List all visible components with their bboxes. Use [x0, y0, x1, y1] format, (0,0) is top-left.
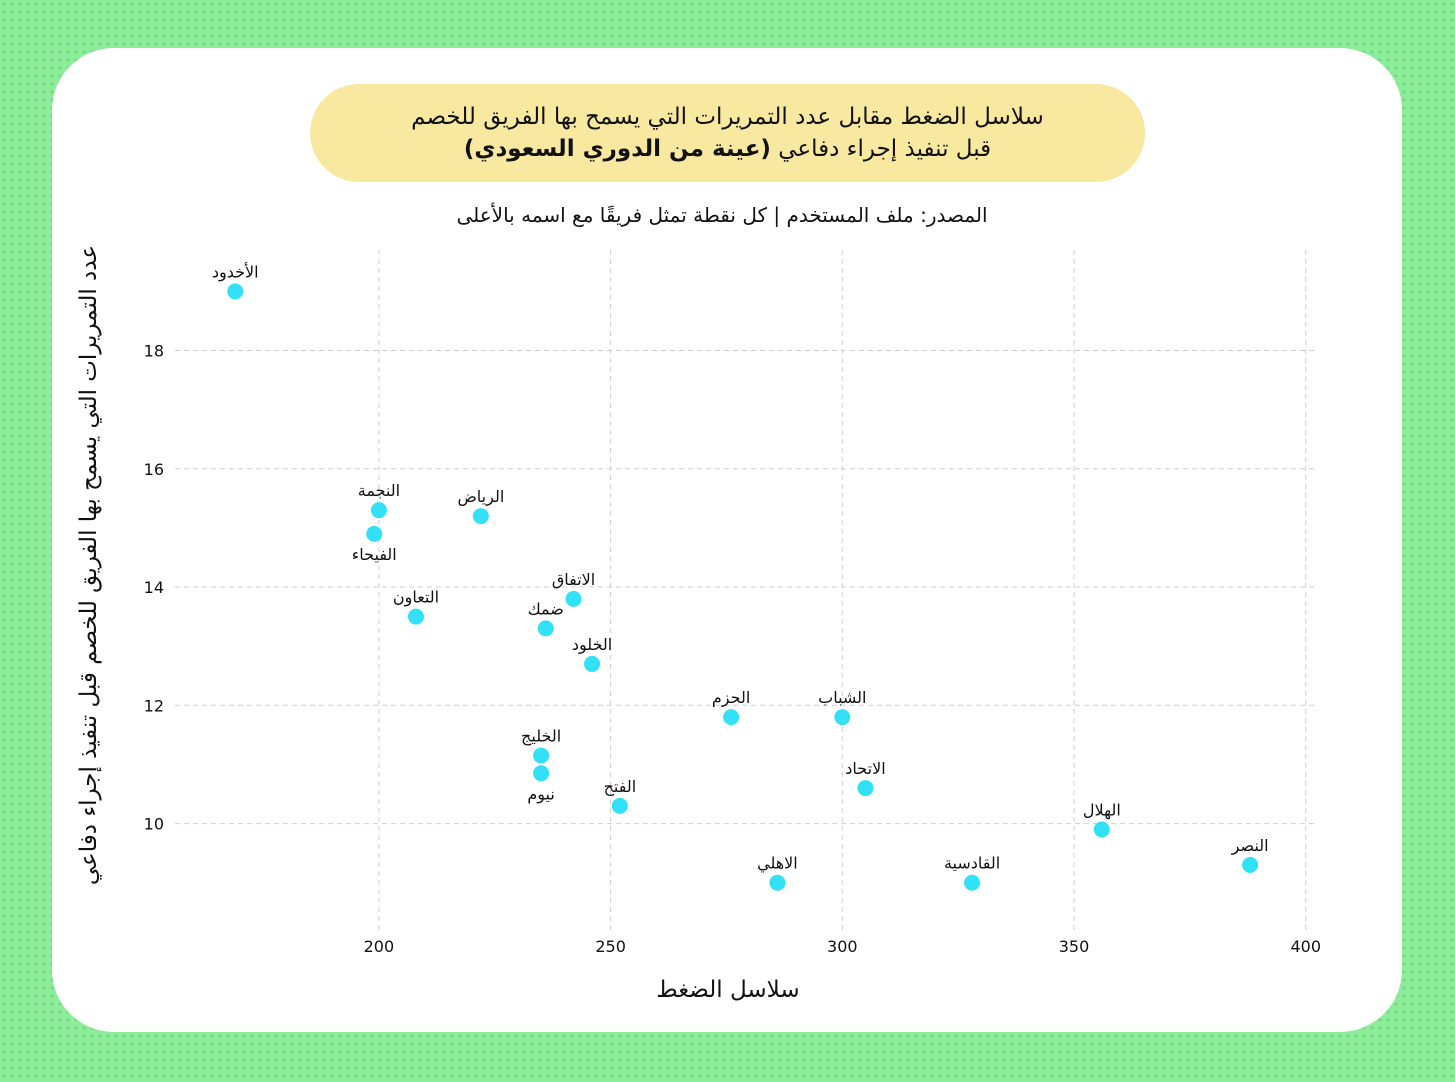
title-box: سلاسل الضغط مقابل عدد التمريرات التي يسم…: [310, 84, 1145, 182]
point-label: الشباب: [818, 688, 866, 707]
point: [533, 747, 550, 764]
title-emphasis: (عينة من الدوري السعودي): [463, 136, 771, 162]
y-tick-label: 18: [144, 342, 164, 361]
point-label: الهلال: [1083, 800, 1121, 820]
point-label: الاتفاق: [552, 570, 595, 589]
y-tick-label: 14: [144, 578, 164, 597]
point-label: الفتح: [604, 777, 637, 797]
chart-title: سلاسل الضغط مقابل عدد التمريرات التي يسم…: [411, 104, 1044, 130]
point: [537, 620, 554, 637]
x-tick-label: 400: [1290, 937, 1321, 956]
point-label: الاتحاد: [845, 759, 885, 778]
point: [366, 525, 383, 542]
point: [227, 283, 244, 300]
point-label: الحزم: [712, 688, 750, 708]
y-axis-label: عدد التمريرات التي يسمح بها الفريق للخصم…: [76, 245, 102, 885]
point: [565, 590, 582, 607]
point: [611, 797, 628, 814]
point: [834, 709, 851, 726]
point-label: الاهلي: [757, 854, 798, 874]
point: [1242, 856, 1259, 873]
point: [769, 874, 786, 891]
point: [1093, 821, 1110, 838]
title-line2: قبل تنفيذ إجراء دفاعي: [778, 136, 992, 162]
point: [964, 874, 981, 891]
point: [472, 508, 489, 525]
point-label: الأخدود: [212, 261, 259, 282]
point: [407, 608, 424, 625]
point: [723, 709, 740, 726]
title-line: قبل تنفيذ إجراء دفاعي (عينة من الدوري ال…: [464, 133, 991, 165]
y-tick-label: 12: [144, 696, 164, 715]
x-axis-label: سلاسل الضغط: [656, 977, 799, 1003]
y-tick-label: 16: [144, 460, 164, 479]
point-label: ضمك: [528, 599, 564, 618]
point-label: الخلود: [572, 635, 612, 655]
point-label: نيوم: [527, 784, 554, 804]
point: [370, 502, 387, 519]
y-tick-label: 10: [144, 815, 164, 834]
point-label: الرياض: [457, 487, 504, 507]
point-label: النصر: [1231, 836, 1269, 856]
card: [52, 48, 1402, 1032]
subtitle: المصدر: ملف المستخدم | كل نقطة تمثل فريق…: [456, 203, 987, 227]
point-label: الفيحاء: [352, 545, 397, 564]
point-label: القادسية: [944, 854, 1000, 873]
x-tick-label: 300: [827, 937, 858, 956]
point-label: الخليج: [521, 727, 561, 746]
point-label: التعاون: [393, 588, 439, 608]
point-label: النجمة: [358, 481, 400, 500]
point: [533, 765, 550, 782]
point: [857, 780, 874, 797]
point: [584, 655, 601, 672]
x-tick-label: 250: [595, 937, 626, 956]
x-tick-label: 350: [1059, 937, 1090, 956]
x-tick-label: 200: [364, 937, 395, 956]
